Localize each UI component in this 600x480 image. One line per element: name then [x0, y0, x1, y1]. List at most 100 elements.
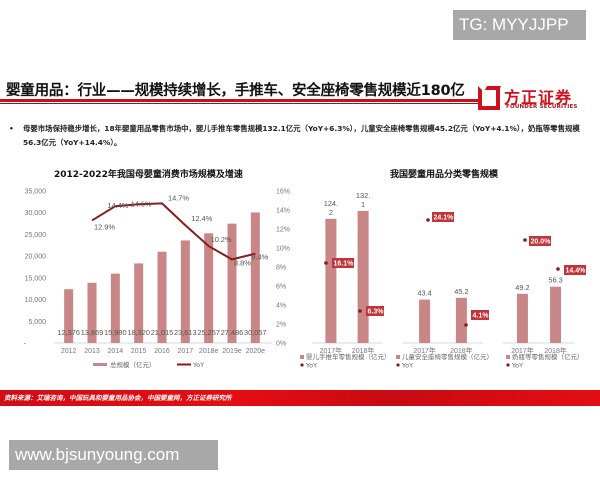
y-left-tick: 15,000	[25, 275, 47, 282]
bar-value-label: 124.	[324, 199, 338, 208]
yoy-label: 9.4%	[251, 253, 268, 262]
y-left-tick: 10,000	[25, 297, 47, 304]
yoy-tag	[332, 258, 354, 268]
yoy-tag-label: 20.0%	[531, 239, 552, 246]
yoy-tag	[432, 212, 454, 222]
yoy-tag	[366, 306, 384, 316]
yoy-point	[464, 323, 468, 327]
bullet-icon: •	[9, 124, 14, 133]
yoy-label: 14.4%	[107, 201, 128, 210]
bar	[419, 299, 431, 343]
market-size-chart: - 5,000 10,000 15,000 20,000 25,000 30,000 35,0…	[24, 189, 290, 370]
logo-en-text: FOUNDER SECURITIES	[506, 104, 578, 110]
legend-bar-swatch	[93, 363, 107, 366]
legend-line-swatch	[177, 363, 191, 366]
bar-value-label: 30,057	[244, 328, 267, 337]
legend-yoy-swatch	[506, 363, 510, 367]
bar-value-label: 56.3	[548, 276, 562, 285]
x-tick: 2020e	[246, 348, 266, 355]
x-tick: 2018年	[352, 346, 375, 355]
y-right-tick: 4%	[276, 303, 286, 310]
summary-bullet: • 母婴市场保持稳步增长，18年婴童用品零售市场中，婴儿手推车零售规模132.1…	[9, 122, 594, 150]
yoy-point	[324, 261, 328, 265]
x-tick: 2017年	[320, 346, 343, 355]
bar-value-label: 45.2	[454, 287, 468, 296]
yoy-point	[556, 267, 560, 271]
bar	[455, 297, 467, 343]
bar	[204, 233, 214, 343]
logo-mark-icon	[478, 86, 500, 110]
title-divider-shadow	[0, 103, 478, 104]
legend-bar-swatch	[396, 355, 400, 359]
bar	[180, 240, 190, 343]
yoy-tag-label: 16.1%	[334, 261, 355, 268]
bar-value-label: 18,320	[127, 328, 150, 337]
category-panel: 43.4 2017年 24.1% 45.2 2018年 4.1% 儿童安全座椅零售规模（亿元…	[396, 212, 493, 370]
bar-value-label: 12,376	[57, 328, 80, 337]
bar-value-label: 2	[329, 208, 333, 217]
watermark-url: www.bjsunyoung.com	[9, 440, 218, 470]
bar	[250, 212, 260, 343]
legend-line-label: YoY	[192, 361, 204, 369]
bar	[87, 282, 97, 343]
x-tick: 2015	[131, 348, 147, 355]
x-tick: 2018年	[544, 346, 567, 355]
bar	[134, 263, 144, 343]
legend-bar-swatch	[300, 355, 304, 359]
x-tick: 2017	[178, 348, 194, 355]
yoy-label: 10.2%	[211, 235, 232, 244]
legend-bar-swatch	[506, 355, 510, 359]
bar-value-label: 43.4	[417, 289, 431, 298]
y-left-tick: 5,000	[28, 319, 46, 326]
legend-bar-label: 总规模（亿元）	[110, 360, 156, 369]
bar	[110, 273, 120, 343]
legend-bar-label: 奶瓶等零售规模（亿元）	[512, 352, 584, 361]
y-right-tick: 8%	[276, 265, 286, 272]
bar-value-label: 1	[361, 200, 365, 209]
bar	[64, 289, 74, 343]
yoy-point	[358, 309, 362, 313]
category-retail-chart: 124.2 2017年 16.1% 132.1 2018年 6.3% 婴儿手推车零售规模（亿…	[300, 191, 586, 370]
y-right-tick: 12%	[276, 227, 290, 234]
bar-value-label: 23,613	[174, 328, 197, 337]
yoy-tag	[471, 310, 489, 320]
title-divider	[0, 99, 478, 102]
x-tick: 2012	[61, 348, 77, 355]
bar-value-label: 27,486	[221, 328, 244, 337]
yoy-line	[91, 202, 256, 261]
bar-value-label: 49.2	[515, 283, 529, 292]
category-panel: 124.2 2017年 16.1% 132.1 2018年 6.3% 婴儿手推车零售规模（亿…	[300, 191, 391, 370]
category-panel: 49.2 2017年 20.0% 56.3 2018年 14.4% 奶瓶等零售规模（亿元）Y…	[503, 236, 586, 370]
y-right-tick: 0%	[276, 341, 286, 348]
yoy-label: 12.9%	[94, 222, 115, 231]
x-tick: 2017年	[413, 346, 436, 355]
source-text: 资料来源：艾瑞咨询，中国玩具和婴童用品协会，中国婴童网，方正证券研究所	[4, 394, 232, 402]
watermark-tg: TG: MYYJJPP	[453, 10, 586, 40]
yoy-point	[523, 238, 527, 242]
summary-text: 母婴市场保持稳步增长，18年婴童用品零售市场中，婴儿手推车零售规模132.1亿元…	[23, 124, 580, 147]
bar-value-label: 21,015	[151, 328, 174, 337]
x-tick: 2018年	[450, 346, 473, 355]
y-left-tick: 20,000	[25, 254, 47, 261]
yoy-label: 14.7%	[168, 193, 189, 202]
bar	[157, 251, 167, 343]
legend-yoy-swatch	[300, 363, 304, 367]
bar-value-label: 13,869	[81, 328, 104, 337]
x-tick: 2019e	[222, 348, 242, 355]
source-bar: 资料来源：艾瑞咨询，中国玩具和婴童用品协会，中国婴童网，方正证券研究所	[0, 390, 600, 406]
x-tick: 2016	[154, 348, 170, 355]
y-left-tick: 30,000	[25, 210, 47, 217]
yoy-tag-label: 24.1%	[434, 215, 455, 222]
yoy-tag-label: 6.3%	[368, 309, 385, 316]
y-right-tick: 2%	[276, 322, 286, 329]
legend-bar-label: 儿童安全座椅零售规模（亿元）	[402, 352, 493, 361]
x-tick: 2014	[108, 348, 124, 355]
yoy-point	[426, 218, 430, 222]
bar-value-label: 132.	[356, 191, 370, 200]
y-left-tick: 25,000	[25, 232, 47, 239]
bar-value-label: 15,980	[104, 328, 127, 337]
bar	[325, 218, 337, 343]
x-tick: 2017年	[511, 346, 534, 355]
y-left-tick: -	[24, 341, 27, 348]
x-tick: 2018e	[199, 348, 219, 355]
